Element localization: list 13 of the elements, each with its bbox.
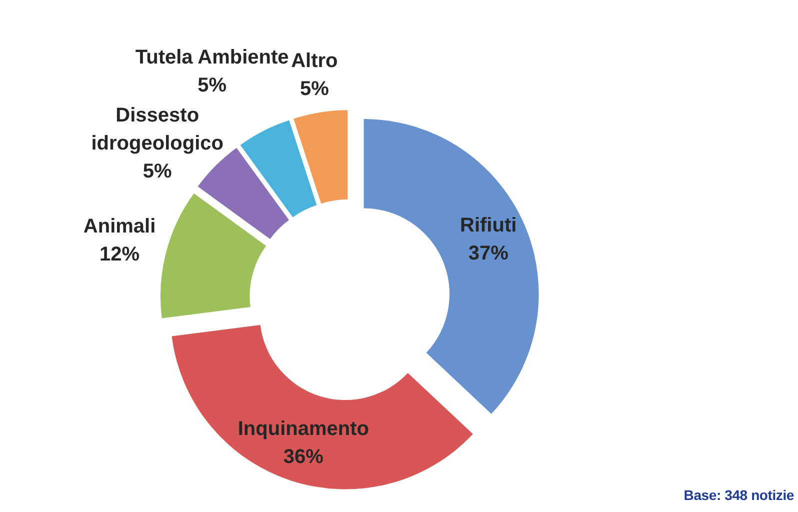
data-label: 5% — [198, 74, 227, 96]
text: Base: 348 notizie — [684, 486, 794, 504]
data-label: 37% — [468, 242, 509, 265]
slice-label: Tutela Ambiente — [135, 46, 289, 68]
data-label: 12% — [100, 243, 140, 266]
data-label: 36% — [283, 446, 324, 468]
slice-label: Altro — [291, 50, 338, 72]
data-label: 5% — [142, 160, 172, 182]
slice-label: Rifiuti — [460, 214, 517, 237]
slice-label: Animali — [83, 215, 156, 238]
slice-label: Dissesto idrogeologico — [91, 104, 224, 154]
slice-label: Inquinamento — [238, 418, 369, 440]
data-label: 5% — [300, 78, 330, 100]
